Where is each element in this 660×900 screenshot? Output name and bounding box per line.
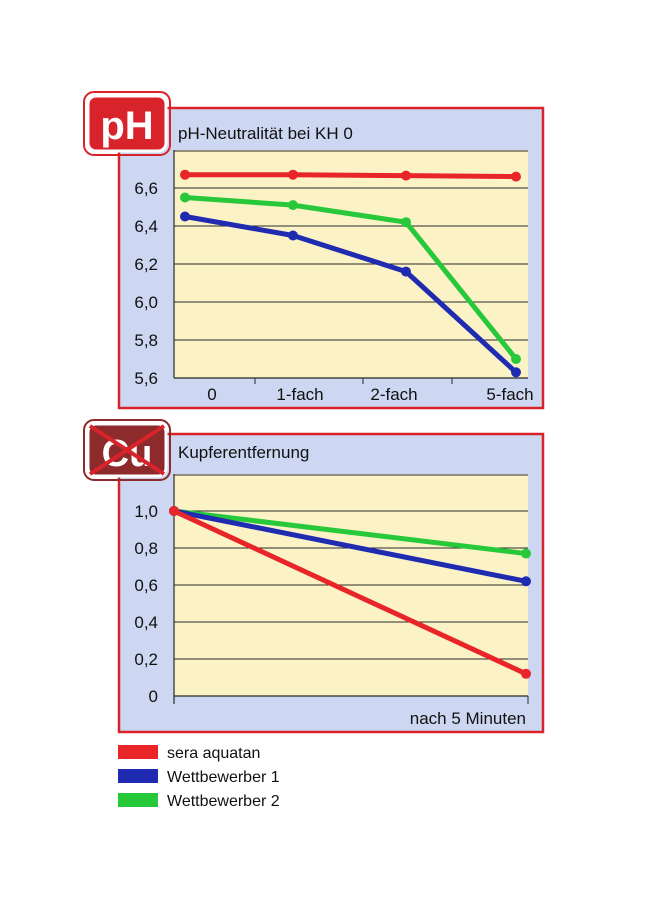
- ph-data-point: [511, 367, 521, 378]
- ph-x-tick-labels: 0 1-fach 2-fach 5-fach: [207, 385, 533, 404]
- cu-y-tick-label: 0,6: [134, 576, 158, 595]
- cu-badge-icon: Cu: [83, 419, 171, 481]
- ph-data-point: [511, 354, 521, 364]
- ph-y-tick-label: 6,2: [134, 255, 158, 274]
- ph-data-point: [401, 170, 411, 181]
- ph-x-tick-label: 0: [207, 385, 216, 404]
- cu-series: [169, 506, 531, 679]
- cu-badge-cross-line-2: [88, 424, 166, 476]
- ph-data-point: [401, 266, 411, 277]
- legend-label: sera aquatan: [167, 745, 260, 762]
- ph-data-point: [288, 169, 298, 180]
- ph-y-tick-label: 6,0: [134, 293, 158, 312]
- ph-gridlines: [173, 150, 528, 384]
- ph-x-tick-label: 1-fach: [276, 385, 323, 404]
- legend-swatch: [118, 793, 158, 807]
- cu-data-point: [521, 576, 531, 587]
- ph-badge-label: pH: [100, 104, 153, 148]
- legend-label: Wettbewerber 2: [167, 793, 280, 810]
- cu-x-tick-labels: nach 5 Minuten: [410, 709, 526, 728]
- legend-label: Wettbewerber 1: [167, 769, 280, 786]
- ph-series: [180, 169, 521, 378]
- ph-data-point: [180, 192, 190, 203]
- ph-data-point: [511, 171, 521, 182]
- ph-chart: 5,6 5,8 6,0 6,2 6,4 6,6 0 1-fach 2-fach 5-fach p…: [83, 91, 545, 410]
- ph-data-point: [288, 200, 298, 211]
- cu-series-line: [171, 508, 529, 584]
- ph-y-tick-label: 5,8: [134, 331, 158, 350]
- ph-series-line: [182, 172, 519, 180]
- ph-chart-title: pH-Neutralität bei KH 0: [178, 124, 353, 143]
- ph-badge-icon: pH: [83, 91, 171, 156]
- ph-y-tick-label: 6,4: [134, 217, 158, 236]
- cu-y-tick-labels: 0 0,2 0,4 0,6 0,8 1,0: [134, 502, 158, 706]
- ph-y-tick-label: 5,6: [134, 369, 158, 388]
- cu-y-tick-label: 1,0: [134, 502, 158, 521]
- cu-data-point: [521, 668, 531, 679]
- cu-y-tick-label: 0: [149, 687, 158, 706]
- ph-data-point: [180, 169, 190, 180]
- cu-data-point: [521, 548, 531, 559]
- ph-data-point: [180, 211, 190, 222]
- cu-x-tick-label: nach 5 Minuten: [410, 709, 526, 728]
- cu-y-tick-label: 0,4: [134, 613, 158, 632]
- cu-y-tick-label: 0,2: [134, 650, 158, 669]
- legend: sera aquatan Wettbewerber 1 Wettbewerber 2: [118, 745, 280, 810]
- ph-x-tick-label: 5-fach: [486, 385, 533, 404]
- cu-chart-title: Kupferentfernung: [178, 443, 309, 462]
- ph-y-tick-label: 6,6: [134, 179, 158, 198]
- ph-data-point: [288, 230, 298, 241]
- cu-data-point: [169, 506, 179, 516]
- cu-series-line: [171, 508, 529, 677]
- cu-series-line: [171, 508, 529, 557]
- ph-y-tick-labels: 5,6 5,8 6,0 6,2 6,4 6,6: [134, 179, 158, 388]
- ph-data-point: [401, 217, 411, 228]
- ph-series-line: [182, 195, 519, 362]
- ph-series-line: [182, 214, 519, 375]
- legend-swatch: [118, 769, 158, 783]
- legend-swatch: [118, 745, 158, 759]
- ph-x-tick-label: 2-fach: [370, 385, 417, 404]
- cu-y-tick-label: 0,8: [134, 539, 158, 558]
- cu-chart: 0 0,2 0,4 0,6 0,8 1,0 nach 5 Minuten Kupferen…: [83, 419, 545, 734]
